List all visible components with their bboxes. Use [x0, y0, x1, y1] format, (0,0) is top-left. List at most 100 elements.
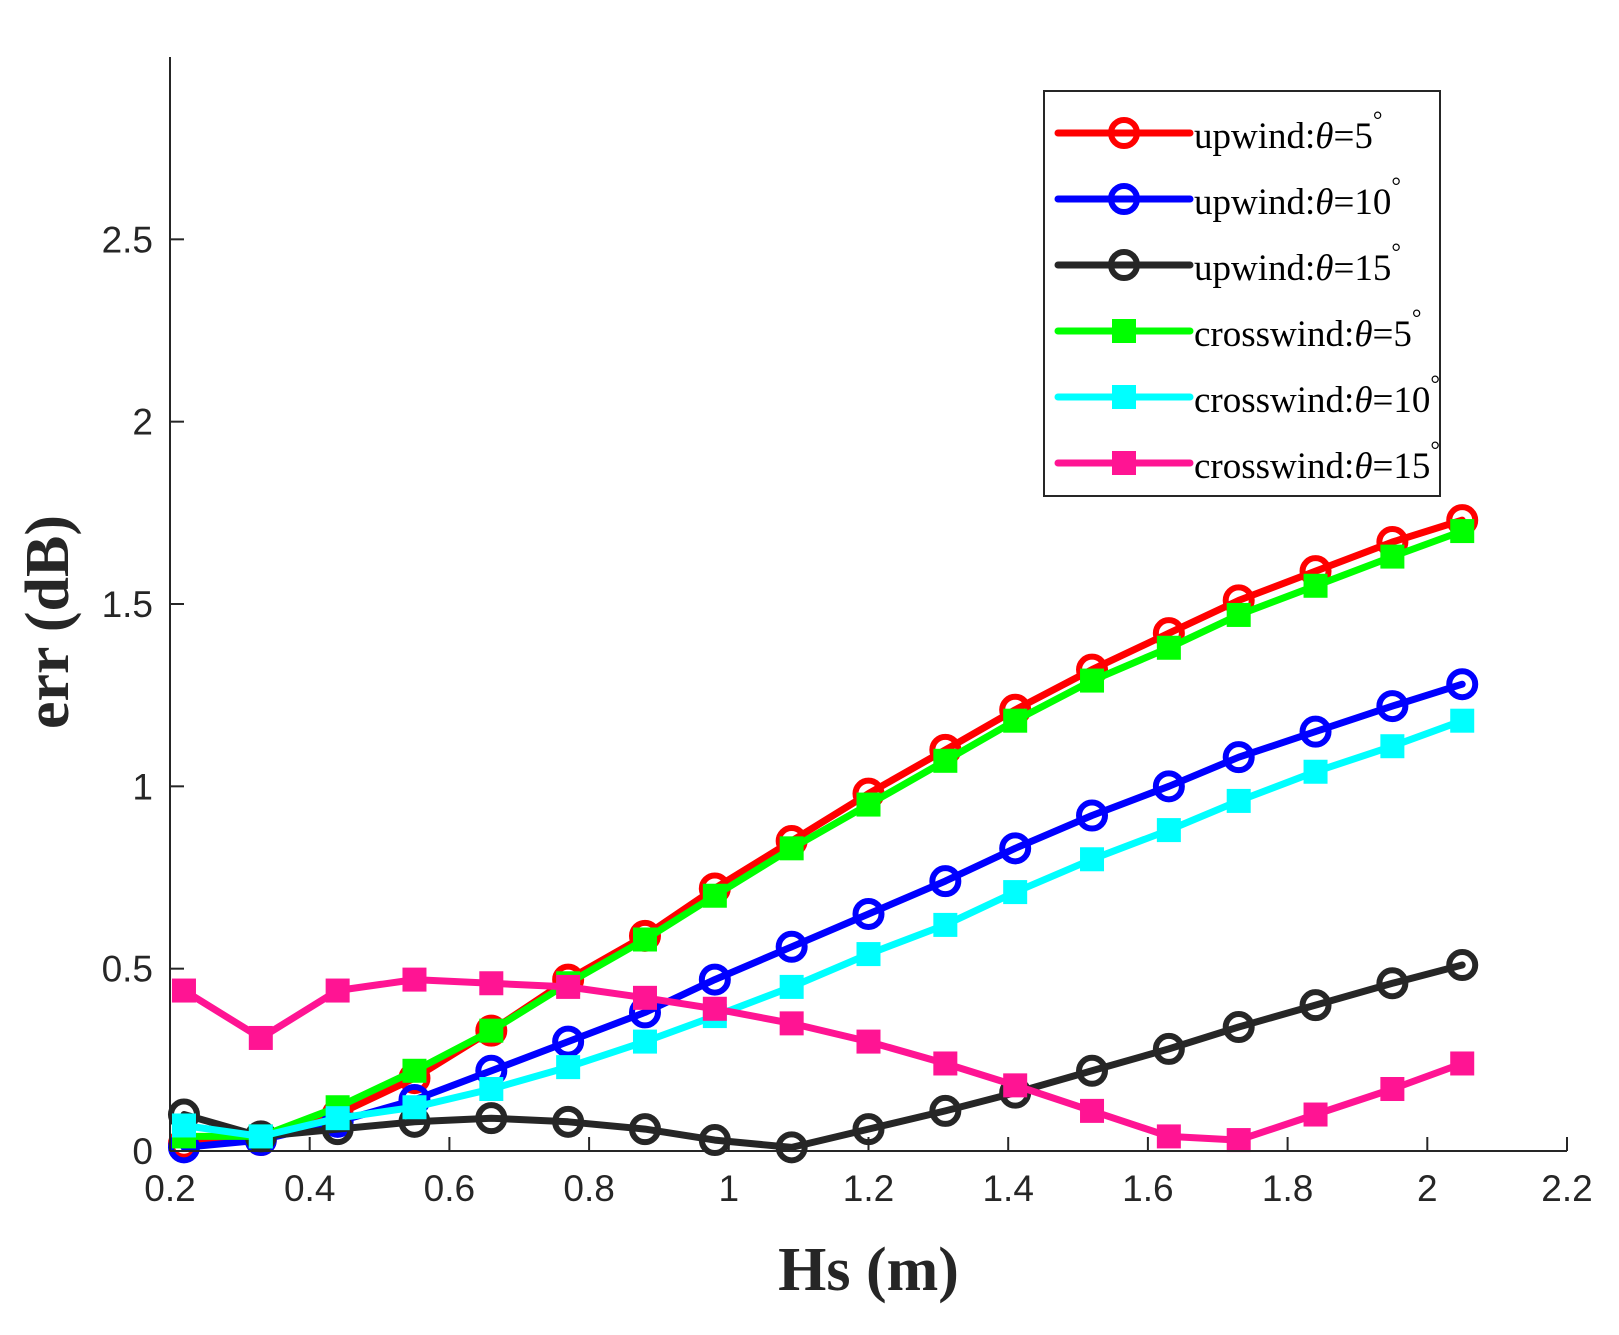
- x-tick-label: 1.8: [1262, 1168, 1313, 1209]
- legend-marker: [1108, 117, 1140, 149]
- data-point: [479, 1018, 504, 1043]
- data-point: [1222, 1011, 1255, 1044]
- data-point: [1226, 788, 1251, 813]
- data-point: [702, 883, 727, 908]
- data-point: [479, 971, 504, 996]
- data-point: [475, 1014, 508, 1047]
- legend-entry: crosswind:θ=5°: [1054, 306, 1422, 355]
- data-point: [702, 996, 727, 1021]
- data-point: [856, 1029, 881, 1054]
- x-tick-label: 1.6: [1122, 1168, 1173, 1209]
- data-point: [1376, 967, 1409, 1000]
- legend-label: upwind:θ=15°: [1194, 240, 1401, 289]
- data-point: [775, 930, 808, 963]
- y-tick-label: 2.5: [102, 219, 153, 260]
- data-point: [1446, 949, 1479, 982]
- data-point: [248, 1124, 273, 1149]
- data-point: [632, 927, 657, 952]
- data-point: [1450, 519, 1475, 544]
- legend-box: [1043, 90, 1441, 497]
- data-point: [1299, 989, 1332, 1022]
- series-2: [167, 668, 1479, 1164]
- data-point: [556, 1055, 581, 1080]
- data-point: [632, 985, 657, 1010]
- series-line: [180, 717, 1466, 1140]
- y-tick-label: 2: [132, 402, 153, 443]
- data-point: [552, 1105, 585, 1138]
- data-point: [1303, 759, 1328, 784]
- series-5: [171, 708, 1475, 1149]
- data-point: [402, 1095, 427, 1120]
- data-point: [852, 897, 885, 930]
- series-6: [171, 967, 1475, 1153]
- data-point: [171, 1113, 196, 1138]
- data-point: [779, 1011, 804, 1036]
- data-point: [1156, 818, 1181, 843]
- legend-label: crosswind:θ=10°: [1194, 372, 1440, 421]
- data-point: [1226, 602, 1251, 627]
- series-layer: [167, 504, 1479, 1164]
- x-tick-label: 1.4: [982, 1168, 1033, 1209]
- series-line: [180, 680, 1466, 1151]
- data-point: [479, 1077, 504, 1102]
- y-tick-label: 0: [132, 1131, 153, 1172]
- series-4: [171, 519, 1475, 1149]
- data-point: [1222, 741, 1255, 774]
- data-point: [856, 792, 881, 817]
- data-point: [1226, 1128, 1251, 1153]
- data-point: [248, 1025, 273, 1050]
- legend: upwind:θ=5° upwind:θ=10° upwind:θ=15° cross…: [1043, 90, 1441, 497]
- legend-entry: crosswind:θ=15°: [1054, 438, 1440, 487]
- legend-label: crosswind:θ=5°: [1194, 306, 1422, 355]
- data-point: [1076, 799, 1109, 832]
- data-point: [1152, 770, 1185, 803]
- y-tick-label: 1.5: [102, 584, 153, 625]
- data-point: [999, 832, 1032, 865]
- x-tick-label: 1: [719, 1168, 740, 1209]
- data-point: [698, 963, 731, 996]
- data-point: [325, 978, 350, 1003]
- legend-label: upwind:θ=5°: [1194, 108, 1382, 157]
- x-tick-label: 0.2: [144, 1168, 195, 1209]
- data-point: [929, 1094, 962, 1127]
- legend-marker: [1108, 183, 1140, 215]
- data-point: [475, 1102, 508, 1135]
- x-tick-label: 0.8: [563, 1168, 614, 1209]
- y-axis-title: err (dB): [14, 515, 82, 729]
- data-point: [1303, 573, 1328, 598]
- y-tick-label: 1: [132, 766, 153, 807]
- data-point: [933, 912, 958, 937]
- x-axis-title: Hs (m): [778, 1236, 959, 1304]
- x-tick-label: 0.4: [284, 1168, 335, 1209]
- data-point: [1450, 708, 1475, 733]
- data-point: [1299, 715, 1332, 748]
- legend-entry: upwind:θ=5°: [1054, 108, 1382, 157]
- data-point: [325, 1106, 350, 1131]
- legend-marker: [1112, 451, 1136, 475]
- y-tick-label: 0.5: [102, 949, 153, 990]
- data-point: [1376, 690, 1409, 723]
- data-point: [1446, 668, 1479, 701]
- data-point: [1156, 1124, 1181, 1149]
- data-point: [632, 1029, 657, 1054]
- data-point: [933, 748, 958, 773]
- data-point: [779, 974, 804, 999]
- data-point: [1380, 1077, 1405, 1102]
- data-point: [1303, 1102, 1328, 1127]
- data-point: [856, 942, 881, 967]
- legend-entry: crosswind:θ=10°: [1054, 372, 1440, 421]
- data-point: [1003, 1073, 1028, 1098]
- x-tick-label: 0.6: [424, 1168, 475, 1209]
- data-point: [552, 1025, 585, 1058]
- legend-label: upwind:θ=10°: [1194, 174, 1401, 223]
- data-point: [1450, 1051, 1475, 1076]
- legend-marker: [1108, 249, 1140, 281]
- data-point: [775, 1131, 808, 1164]
- data-point: [1156, 635, 1181, 660]
- data-point: [402, 967, 427, 992]
- data-point: [1380, 544, 1405, 569]
- data-point: [779, 836, 804, 861]
- legend-marker: [1112, 319, 1136, 343]
- legend-entry: upwind:θ=15°: [1054, 240, 1401, 289]
